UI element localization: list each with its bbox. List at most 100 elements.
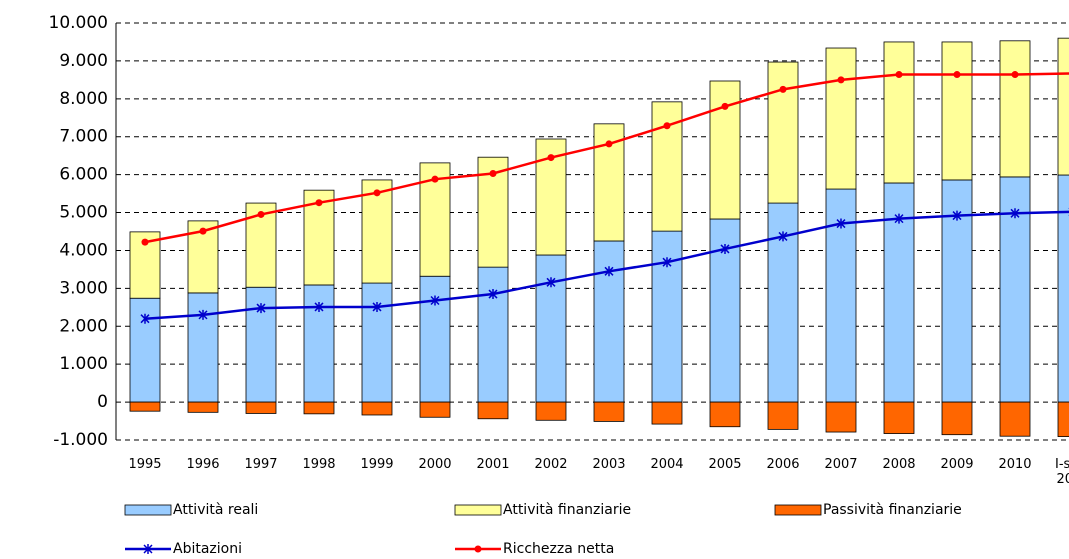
bar — [883, 401, 915, 434]
bar — [999, 40, 1031, 178]
x-tick-label: 1999 — [360, 457, 394, 472]
bar — [883, 41, 915, 184]
marker — [431, 175, 439, 183]
x-tick-label: 2004 — [650, 457, 684, 472]
bar — [709, 401, 741, 428]
bar — [419, 275, 451, 403]
x-tick-label: I-sem 2011 — [1055, 457, 1069, 487]
marker — [372, 301, 382, 312]
bar — [767, 61, 799, 204]
marker — [546, 277, 556, 288]
legend-label: Abitazioni — [173, 541, 242, 557]
x-tick-label: 1995 — [128, 457, 162, 472]
marker — [720, 243, 730, 254]
bar — [361, 282, 393, 403]
y-tick-label: 10.000 — [49, 13, 108, 33]
bar — [825, 47, 857, 190]
bar — [361, 179, 393, 284]
marker — [953, 71, 961, 79]
y-tick-label: 5.000 — [59, 203, 108, 223]
bar — [303, 401, 335, 415]
y-tick-label: 1.000 — [59, 354, 108, 374]
y-tick-label: 4.000 — [59, 240, 108, 260]
y-tick-label: 6.000 — [59, 165, 108, 185]
bar — [129, 401, 161, 412]
bar — [1057, 37, 1069, 176]
marker — [257, 210, 265, 218]
y-tick-label: 7.000 — [59, 127, 108, 147]
x-tick-label: 2003 — [592, 457, 626, 472]
marker — [315, 199, 323, 207]
bar — [651, 230, 683, 403]
bar — [1057, 174, 1069, 403]
marker — [836, 218, 846, 229]
x-tick-label: 2002 — [534, 457, 568, 472]
bar — [593, 401, 625, 422]
marker — [1010, 208, 1020, 219]
x-tick-label: 1997 — [244, 457, 278, 472]
x-tick-label: 1998 — [302, 457, 336, 472]
bar — [129, 231, 161, 299]
bar — [593, 240, 625, 403]
marker — [430, 295, 440, 306]
bar — [825, 401, 857, 433]
marker — [721, 102, 729, 110]
marker — [199, 227, 207, 235]
bar — [361, 401, 393, 416]
bar — [535, 401, 567, 421]
legend-label: Attività finanziarie — [503, 502, 632, 518]
marker — [140, 313, 150, 324]
x-tick-label: 2008 — [882, 457, 916, 472]
x-tick-label: 2007 — [824, 457, 858, 472]
y-tick-label: 3.000 — [59, 278, 108, 298]
bar — [767, 401, 799, 430]
marker — [488, 289, 498, 300]
x-tick-label: 1996 — [186, 457, 220, 472]
x-tick-label: 2001 — [476, 457, 510, 472]
marker — [373, 189, 381, 197]
marker — [314, 301, 324, 312]
bar — [999, 401, 1031, 437]
legend-swatch — [454, 504, 502, 516]
marker — [952, 210, 962, 221]
marker — [1011, 71, 1019, 79]
bar — [477, 266, 509, 403]
legend-label: Passività finanziarie — [823, 502, 962, 518]
legend-label: Attività reali — [173, 502, 259, 518]
bar — [477, 401, 509, 420]
marker — [663, 122, 671, 130]
bar — [535, 254, 567, 403]
legend-marker — [474, 545, 482, 553]
bar — [941, 41, 973, 181]
y-tick-label: 2.000 — [59, 316, 108, 336]
y-tick-label: -1.000 — [53, 430, 108, 450]
y-tick-label: 8.000 — [59, 89, 108, 109]
marker — [489, 169, 497, 177]
marker — [256, 303, 266, 314]
marker — [198, 309, 208, 320]
x-tick-label: 2009 — [940, 457, 974, 472]
bar — [1057, 401, 1069, 437]
marker — [547, 154, 555, 162]
legend-marker — [143, 544, 153, 554]
marker — [894, 213, 904, 224]
bar — [941, 401, 973, 436]
bar — [187, 401, 219, 413]
legend-swatch — [124, 504, 172, 516]
x-tick-label: 2006 — [766, 457, 800, 472]
y-tick-label: 9.000 — [59, 51, 108, 71]
legend-label: Ricchezza netta — [503, 541, 615, 557]
legend-swatch — [774, 504, 822, 516]
bar — [245, 401, 277, 414]
marker — [604, 266, 614, 277]
x-tick-label: 2005 — [708, 457, 742, 472]
x-tick-label: 2000 — [418, 457, 452, 472]
bar — [651, 401, 683, 425]
bar — [419, 401, 451, 418]
marker — [605, 140, 613, 148]
marker — [779, 85, 787, 93]
marker — [895, 71, 903, 79]
y-tick-label: 0 — [97, 392, 108, 412]
